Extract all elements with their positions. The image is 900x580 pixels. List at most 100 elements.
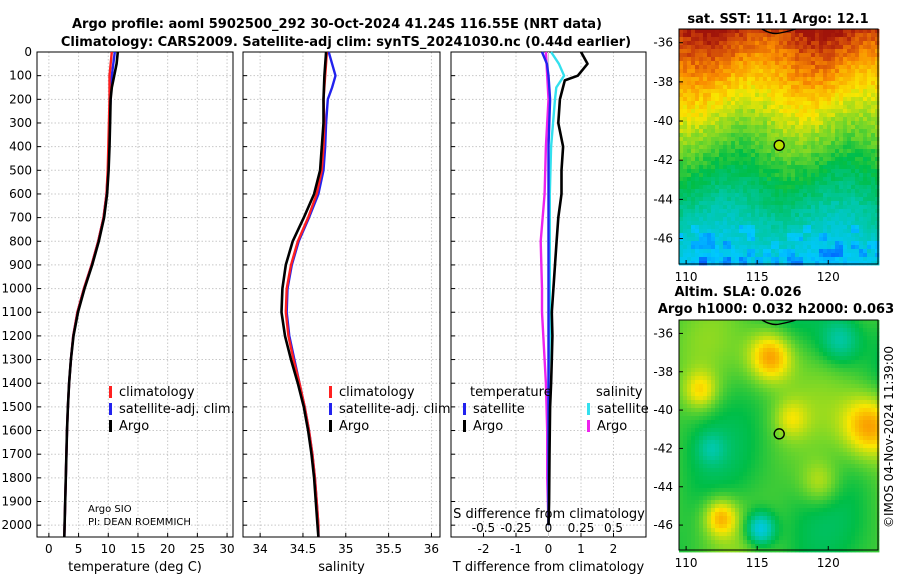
sst-heatmap-cell [795,33,800,38]
sst-heatmap-cell [699,93,704,98]
sla-heatmap-cell [715,432,720,437]
sla-heatmap-cell [715,320,720,325]
sla-heatmap-cell [691,436,696,441]
sla-heatmap-cell [831,332,836,337]
sst-heatmap-cell [811,129,816,134]
sla-heatmap-cell [739,360,744,365]
sla-heatmap-cell [707,384,712,389]
sst-heatmap-cell [723,117,728,122]
sst-heatmap-cell [739,41,744,46]
sst-heatmap-cell [859,157,864,162]
sst-heatmap-cell [827,177,832,182]
sst-heatmap-cell [679,245,684,250]
sst-heatmap-cell [739,129,744,134]
sst-heatmap-cell [831,221,836,226]
sla-heatmap-cell [783,428,788,433]
sla-heatmap-cell [831,352,836,357]
sst-heatmap-cell [839,197,844,202]
sst-heatmap-cell [855,133,860,138]
sla-heatmap-cell [767,344,772,349]
sst-heatmap-cell [803,45,808,50]
sst-heatmap-cell [755,189,760,194]
sst-heatmap-cell [767,253,772,258]
sla-heatmap-cell [803,452,808,457]
sst-heatmap-cell [867,117,872,122]
difference-temperature-legend-swatch [463,420,466,432]
sla-heatmap-cell [743,396,748,401]
sla-heatmap-cell [679,336,684,341]
sst-heatmap-cell [835,149,840,154]
sla-heatmap-cell [703,428,708,433]
sla-heatmap-cell [859,420,864,425]
sst-heatmap-cell [723,105,728,110]
sst-heatmap-cell [803,169,808,174]
sla-heatmap-cell [827,416,832,421]
sst-heatmap-cell [827,29,832,34]
sst-heatmap-cell [859,45,864,50]
sst-heatmap-cell [871,201,876,206]
sst-heatmap-cell [771,233,776,238]
sla-heatmap-cell [703,408,708,413]
sst-heatmap-cell [747,205,752,210]
sst-heatmap-cell [863,189,868,194]
sla-heatmap-cell [691,344,696,349]
sst-heatmap-cell [811,241,816,246]
sla-heatmap-cell [871,432,876,437]
sst-heatmap-cell [783,101,788,106]
sla-heatmap-cell [863,352,868,357]
sla-heatmap-cell [683,392,688,397]
sla-heatmap-cell [851,400,856,405]
sla-heatmap-cell [715,372,720,377]
sla-heatmap-cell [683,412,688,417]
sla-heatmap-cell [803,368,808,373]
sla-heatmap-cell [695,324,700,329]
sst-heatmap-cell [779,205,784,210]
sla-heatmap-cell [727,420,732,425]
sla-heatmap-cell [759,336,764,341]
sst-heatmap-cell [815,173,820,178]
sst-heatmap-cell [727,73,732,78]
sla-heatmap-cell [743,456,748,461]
sst-heatmap-cell [807,109,812,114]
sst-heatmap-cell [751,209,756,214]
sst-heatmap-cell [711,89,716,94]
sst-heatmap-cell [679,109,684,114]
sla-heatmap-cell [711,400,716,405]
sst-heatmap-cell [775,225,780,230]
sst-heatmap-cell [831,173,836,178]
sst-heatmap-cell [683,209,688,214]
sla-heatmap-cell [787,396,792,401]
sla-heatmap-cell [835,368,840,373]
sla-heatmap-cell [767,380,772,385]
sst-heatmap-cell [715,69,720,74]
sst-heatmap-cell [743,229,748,234]
sla-heatmap-cell [859,360,864,365]
sst-heatmap-cell [863,133,868,138]
sst-heatmap-cell [775,233,780,238]
sst-heatmap-cell [827,233,832,238]
sst-heatmap-cell [871,65,876,70]
sst-heatmap-cell [783,41,788,46]
sla-heatmap-cell [771,440,776,445]
sla-heatmap-cell [831,396,836,401]
sst-heatmap-cell [779,109,784,114]
sla-heatmap-cell [839,440,844,445]
sla-heatmap-cell [851,448,856,453]
sst-heatmap-cell [839,161,844,166]
sst-heatmap-cell [875,33,880,38]
sla-heatmap-cell [727,396,732,401]
salinity-legend-label: climatology [339,385,415,400]
sla-heatmap-cell [827,420,832,425]
sst-heatmap-cell [747,53,752,58]
sst-heatmap-cell [719,253,724,258]
sst-heatmap-cell [787,241,792,246]
sst-heatmap-cell [739,177,744,182]
sla-heatmap-cell [691,400,696,405]
sst-heatmap-cell [851,213,856,218]
sst-heatmap-cell [851,73,856,78]
sla-heatmap-cell [827,440,832,445]
sst-heatmap-cell [847,125,852,130]
sst-heatmap-cell [727,193,732,198]
sla-heatmap-cell [851,352,856,357]
sst-heatmap-cell [695,221,700,226]
